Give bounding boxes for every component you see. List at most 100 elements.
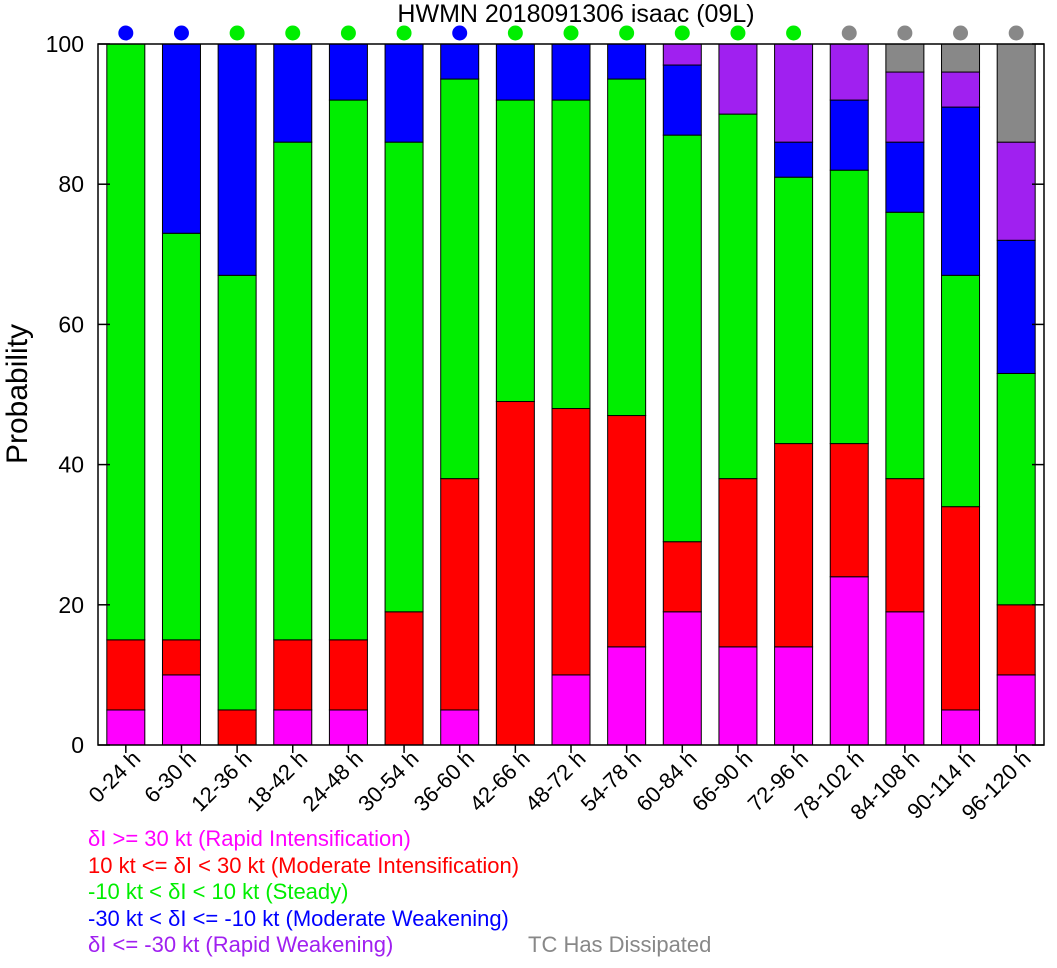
status-dot (786, 25, 802, 41)
bar-segment-mw (774, 141, 814, 178)
bar-segment-ri (941, 709, 981, 746)
bar-segment-st (774, 176, 814, 445)
bar-segment-td (885, 43, 925, 73)
bar-segment-ri (551, 674, 591, 746)
y-tick-label: 0 (71, 732, 84, 758)
bar-segment-st (607, 78, 647, 417)
plot-frame (97, 43, 1045, 746)
bar-segment-mw (941, 106, 981, 276)
bar-segment-mw (885, 141, 925, 213)
bar-segment-mi (273, 639, 313, 711)
legend-item-steady: -10 kt < δI < 10 kt (Steady) (88, 879, 349, 904)
bar-segment-ri (440, 709, 480, 746)
bar-segment-rw (774, 43, 814, 143)
x-tick-label: 0-24 h (84, 746, 146, 808)
bar-segment-st (384, 141, 424, 613)
legend-item-rapid-intensification: δI >= 30 kt (Rapid Intensification) (88, 826, 411, 851)
status-dot (507, 25, 523, 41)
x-tick-label: 24-48 h (298, 746, 368, 816)
legend-item-moderate-intensification: 10 kt <= δI < 30 kt (Moderate Intensific… (88, 852, 520, 878)
status-dot (953, 25, 969, 41)
bar-segment-st (829, 169, 869, 445)
x-tick-label: 60-84 h (631, 746, 701, 816)
bar-segment-st (495, 99, 535, 403)
bar-segment-mi (106, 639, 146, 711)
status-dots-group (118, 25, 1024, 41)
status-dot (452, 25, 468, 41)
x-tick-label: 66-90 h (687, 746, 757, 816)
bar-segment-st (718, 113, 758, 480)
bar-segment-mi (440, 478, 480, 711)
bar-segment-rw (718, 43, 758, 115)
chart-title: HWMN 2018091306 isaac (09L) (397, 0, 754, 28)
y-tick-label: 100 (46, 31, 84, 57)
legend-item-moderate-weakening: -30 kt < δI <= -10 kt (Moderate Weakenin… (88, 905, 509, 931)
bar-segment-mi (941, 506, 981, 711)
bar-segment-ri (662, 611, 702, 746)
bar-segment-ri (718, 646, 758, 746)
bar-segment-mw (829, 99, 869, 171)
bar-segment-st (941, 274, 981, 508)
x-tick-label: 30-54 h (353, 746, 423, 816)
status-dot (340, 25, 356, 41)
legend-item-tc-dissipated: TC Has Dissipated (528, 932, 712, 957)
bar-segment-mi (662, 541, 702, 613)
status-dot (563, 25, 579, 41)
bar-segment-st (551, 99, 591, 410)
bars-group (106, 43, 1036, 746)
bar-segment-mw (551, 43, 591, 101)
legend-item-rapid-weakening: δI <= -30 kt (Rapid Weakening) (88, 932, 394, 957)
bar-segment-mi (607, 415, 647, 648)
bar-segment-ri (607, 646, 647, 746)
bar-segment-rw (996, 141, 1036, 241)
bar-segment-mi (829, 443, 869, 578)
y-axis-label: Probability (1, 324, 34, 464)
bar-segment-st (273, 141, 313, 641)
bar-segment-ri (273, 709, 313, 746)
y-tick-label: 60 (58, 311, 84, 337)
status-dot (897, 25, 913, 41)
status-dot (396, 25, 412, 41)
bar-segment-rw (885, 71, 925, 143)
bar-segment-td (941, 43, 981, 73)
y-tick-label: 80 (58, 171, 84, 197)
status-dot (730, 25, 746, 41)
bar-segment-mi (495, 401, 535, 746)
bar-segment-ri (829, 576, 869, 746)
bar-segment-ri (328, 709, 368, 746)
x-tick-label: 12-36 h (186, 746, 256, 816)
bar-segment-mw (273, 43, 313, 143)
x-tick-label: 48-72 h (520, 746, 590, 816)
bar-segment-mi (161, 639, 201, 676)
bar-segment-mi (551, 408, 591, 676)
bar-segment-ri (996, 674, 1036, 746)
bar-segment-mw (495, 43, 535, 101)
bar-segment-st (217, 274, 257, 711)
legend: δI >= 30 kt (Rapid Intensification) 10 k… (88, 826, 711, 959)
bar-segment-st (328, 99, 368, 641)
bar-segment-mi (885, 478, 925, 613)
bar-segment-mw (217, 43, 257, 276)
bar-segment-mi (217, 709, 257, 746)
status-dot (229, 25, 245, 41)
bar-segment-mw (161, 43, 201, 234)
status-dot (285, 25, 301, 41)
bar-segment-ri (106, 709, 146, 746)
y-tick-label: 20 (58, 592, 84, 618)
bar-segment-st (440, 78, 480, 480)
bar-segment-mw (996, 239, 1036, 374)
x-tick-label: 42-66 h (464, 746, 534, 816)
x-tick-label: 36-60 h (409, 746, 479, 816)
bar-segment-rw (829, 43, 869, 101)
status-dot (619, 25, 635, 41)
status-dot (118, 25, 134, 41)
bar-segment-st (161, 232, 201, 641)
bar-segment-rw (662, 43, 702, 66)
x-tick-label: 54-78 h (576, 746, 646, 816)
bar-segment-st (662, 134, 702, 543)
bar-segment-mi (996, 604, 1036, 676)
bar-segment-mi (774, 443, 814, 648)
bar-segment-rw (941, 71, 981, 108)
status-dot (1008, 25, 1024, 41)
